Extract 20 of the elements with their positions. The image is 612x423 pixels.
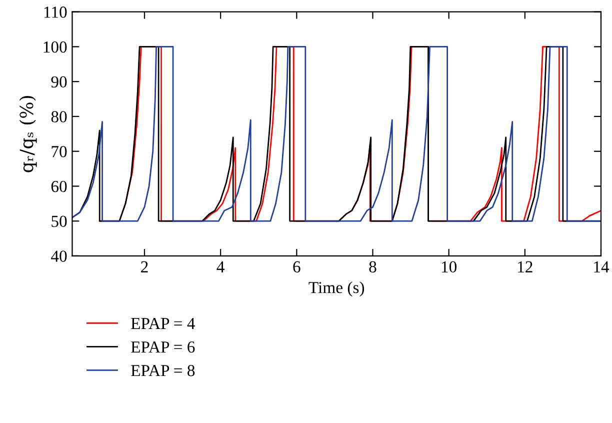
y-tick-label: 80: [51, 111, 67, 122]
legend-label: EPAP = 4: [131, 318, 195, 329]
x-tick-label: 6: [293, 261, 300, 273]
y-tick-label: 60: [51, 180, 67, 192]
y-axis-title: qᵣ/qₛ (%): [19, 96, 37, 172]
x-tick-label: 4: [216, 261, 224, 272]
legend-label: EPAP = 8: [131, 364, 195, 376]
y-tick-label: 100: [44, 41, 67, 53]
x-tick-label: 14: [594, 261, 610, 272]
legend-label: EPAP = 6: [131, 341, 195, 353]
y-tick-label: 110: [44, 6, 67, 18]
x-tick-label: 12: [518, 261, 532, 272]
x-tick-label: 2: [141, 261, 148, 272]
x-axis-title: Time (s): [308, 281, 364, 297]
y-tick-label: 40: [51, 250, 67, 262]
y-tick-label: 50: [52, 216, 67, 227]
y-tick-label: 90: [51, 76, 67, 88]
x-tick-label: 8: [369, 261, 376, 273]
y-tick-label: 70: [52, 146, 67, 158]
x-tick-label: 10: [442, 261, 457, 273]
